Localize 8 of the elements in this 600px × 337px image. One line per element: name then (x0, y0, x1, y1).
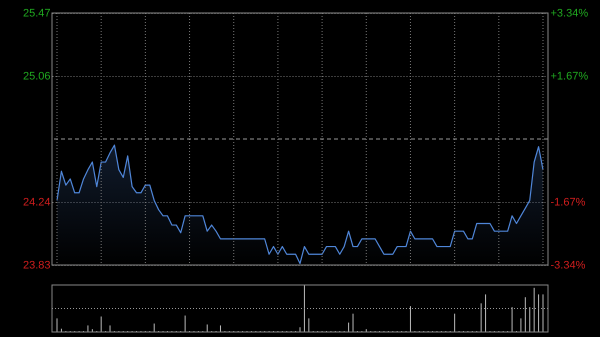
y-tick-label: 25.47 (22, 8, 50, 20)
y-tick-label: 25.06 (22, 70, 50, 82)
y-tick-label: 24.24 (22, 196, 50, 208)
y2-tick-label: -1.67% (550, 196, 586, 208)
y2-tick-label: +1.67% (550, 70, 588, 82)
y2-tick-label: -3.34% (550, 260, 586, 272)
y2-tick-label: +3.34% (550, 8, 588, 20)
y-tick-label: 23.83 (22, 260, 50, 272)
